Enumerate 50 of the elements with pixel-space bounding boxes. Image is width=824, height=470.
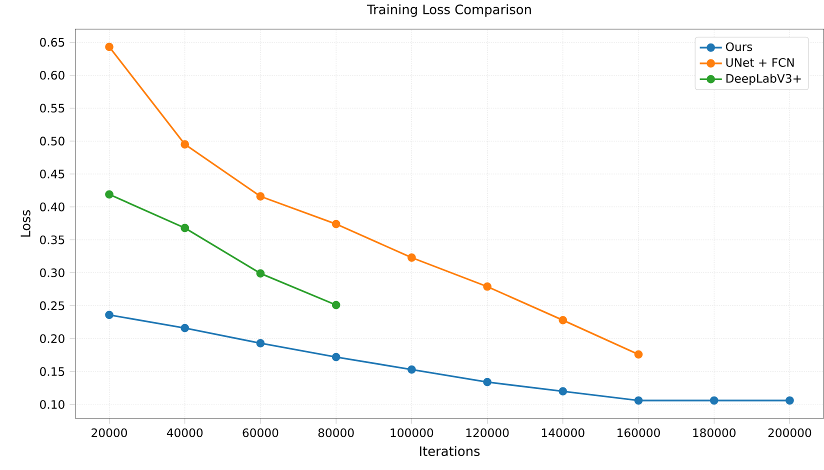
y-tick-label: 0.20 (40, 334, 64, 343)
point (332, 220, 340, 228)
y-tick-label: 0.30 (40, 268, 64, 278)
point (710, 396, 718, 405)
point (634, 396, 643, 405)
point (786, 396, 794, 405)
y-tick-label: 0.25 (40, 301, 64, 310)
y-tick-label: 0.55 (40, 104, 64, 112)
point (634, 350, 643, 359)
point (483, 378, 492, 386)
point (180, 224, 190, 232)
point (180, 140, 190, 148)
y-tick-label: 0.50 (40, 136, 64, 146)
point (483, 282, 492, 291)
y-tick-label: 0.10 (40, 400, 64, 409)
x-tick-label: 180000 (693, 428, 736, 438)
point (105, 190, 114, 199)
y-tick-label: 0.65 (40, 38, 64, 47)
y-tick-label: 0.40 (40, 202, 64, 212)
x-tick-label: 60000 (242, 428, 278, 438)
y-tick-label: 0.45 (40, 170, 64, 178)
y-tick-label: 0.60 (40, 70, 64, 80)
y-axis-title: Loss (20, 210, 30, 237)
point (558, 387, 568, 396)
point (332, 300, 340, 310)
y-tick-label: 0.35 (40, 235, 64, 244)
x-tick-label: 20000 (92, 428, 127, 438)
x-axis-title: Iterations (420, 446, 480, 456)
legend-label: DeepLabV3+ (726, 74, 801, 85)
point (558, 316, 568, 324)
legend-label: Ours (726, 42, 752, 52)
x-tick-label: 80000 (318, 428, 354, 438)
point (256, 269, 265, 278)
chart-title: Training Loss Comparison (366, 4, 531, 17)
point (180, 324, 190, 332)
point (256, 192, 265, 200)
x-tick-label: 140000 (542, 428, 584, 438)
x-tick-label: 100000 (390, 428, 434, 438)
point (407, 253, 416, 262)
x-tick-label: 40000 (166, 428, 203, 438)
point (105, 310, 114, 320)
x-tick-label: 160000 (618, 428, 660, 438)
legend-label: UNet + FCN (726, 58, 794, 67)
x-tick-label: 120000 (466, 428, 509, 438)
point (256, 338, 265, 348)
point (332, 352, 340, 362)
point (105, 42, 114, 52)
x-tick-label: 200000 (768, 428, 812, 438)
y-tick-label: 0.15 (40, 367, 64, 376)
point (407, 365, 416, 374)
